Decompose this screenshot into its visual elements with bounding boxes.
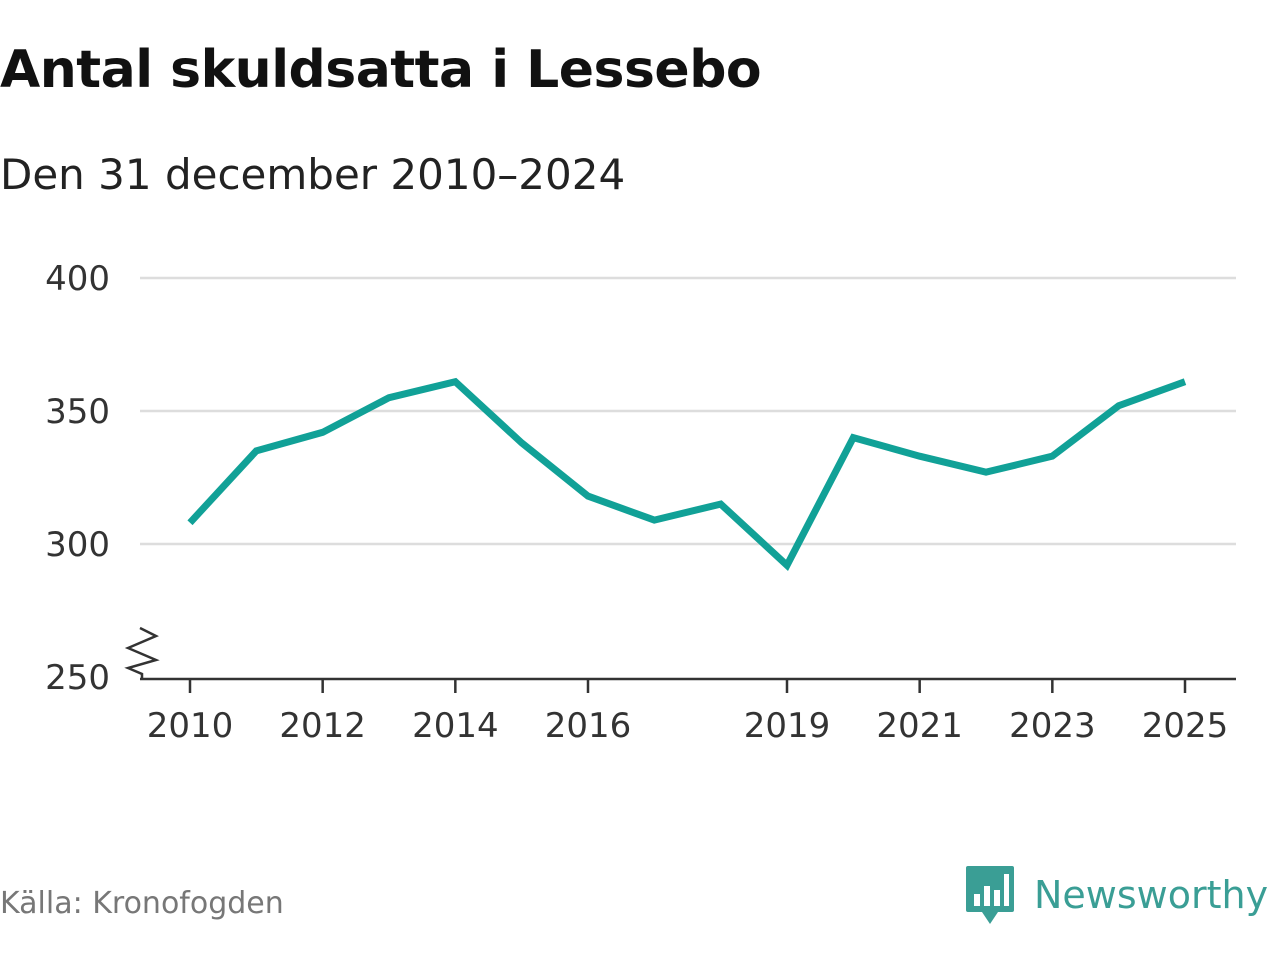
- x-tick-label-2023: 2023: [1009, 706, 1096, 746]
- x-tick-label-2021: 2021: [876, 706, 963, 746]
- x-tick-label-2014: 2014: [412, 706, 499, 746]
- y-axis-break-icon: [124, 626, 160, 679]
- data-point-2011: [253, 448, 259, 454]
- line-chart: 250 300 350 400 2010 2012 2014 2016 2019 2021 202…: [45, 259, 1236, 746]
- data-point-2014: [452, 379, 458, 385]
- y-tick-label-250: 250: [45, 658, 110, 698]
- data-point-2023: [1049, 453, 1055, 459]
- data-point-2024: [1116, 403, 1122, 409]
- brand-logo: Newsworthy: [964, 864, 1268, 926]
- y-tick-label-400: 400: [45, 259, 110, 299]
- data-point-2020: [850, 435, 856, 441]
- chart-title: Antal skuldsatta i Lessebo: [0, 40, 762, 100]
- data-point-2017: [651, 517, 657, 523]
- chart-subtitle: Den 31 december 2010–2024: [0, 150, 626, 199]
- x-tick-label-2010: 2010: [147, 706, 234, 746]
- x-tick-label-2012: 2012: [279, 706, 366, 746]
- x-axis-labels: 2010 2012 2014 2016 2019 2021 2023 2025: [147, 706, 1229, 746]
- x-tick-label-2019: 2019: [744, 706, 831, 746]
- x-tick-label-2025: 2025: [1142, 706, 1229, 746]
- data-point-2013: [386, 395, 392, 401]
- data-point-2012: [320, 429, 326, 435]
- y-tick-label-300: 300: [45, 525, 110, 565]
- x-tick-label-2016: 2016: [545, 706, 632, 746]
- brand-name: Newsworthy: [1034, 873, 1269, 917]
- data-point-2021: [917, 453, 923, 459]
- data-point-2016: [585, 493, 591, 499]
- data-point-2019: [784, 562, 790, 568]
- series-line-0: [187, 377, 1187, 571]
- series-layer: [187, 377, 1188, 571]
- data-point-2010: [187, 520, 193, 526]
- data-point-2022: [983, 469, 989, 475]
- newsworthy-logo-icon: [966, 866, 1014, 924]
- grid-lines: [140, 276, 1236, 546]
- data-point-2018: [718, 501, 724, 507]
- data-point-2025: [1182, 379, 1188, 385]
- source-note: Källa: Kronofogden: [0, 886, 284, 921]
- data-point-2015: [519, 440, 525, 446]
- y-axis-labels: 250 300 350 400: [45, 259, 110, 698]
- x-axis: [124, 626, 1236, 693]
- y-tick-label-350: 350: [45, 392, 110, 432]
